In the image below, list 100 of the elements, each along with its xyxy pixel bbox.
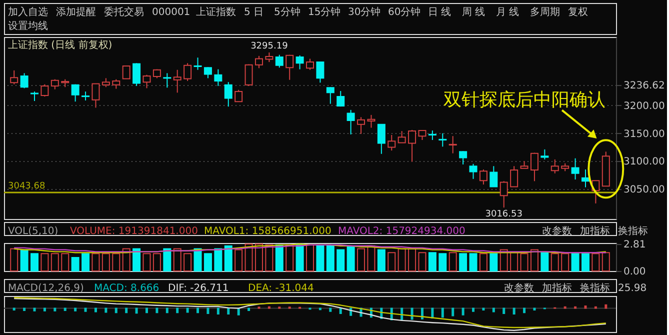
candlestick	[112, 78, 120, 90]
candlestick	[571, 158, 580, 180]
text: 改参数	[542, 225, 572, 237]
bar	[204, 253, 212, 272]
candlestick	[30, 91, 39, 102]
series-label: MAVOL2: 157924934.000	[338, 226, 466, 237]
bar	[92, 253, 100, 272]
text: 改参数	[504, 282, 534, 294]
candlestick	[530, 152, 538, 182]
bar	[459, 253, 468, 272]
candlestick	[71, 84, 80, 102]
candlestick	[316, 60, 324, 84]
candlestick	[459, 150, 468, 165]
bar	[184, 253, 192, 272]
bar	[336, 249, 345, 272]
chart-title: VOL(5,10)	[8, 226, 58, 237]
bar	[581, 253, 590, 272]
candlestick	[163, 72, 172, 88]
bar	[479, 253, 488, 272]
bar	[102, 253, 110, 272]
candlestick	[275, 54, 284, 68]
candlestick	[173, 69, 182, 94]
y-tick-label: 3236.62	[624, 80, 665, 92]
text: 设置均线	[8, 20, 48, 32]
candlestick	[214, 68, 222, 86]
annotation: 双针探底后中阳确认	[443, 90, 606, 111]
text: 换指标	[618, 225, 648, 237]
candlestick	[92, 83, 100, 108]
bar	[214, 248, 222, 272]
bar	[346, 246, 355, 272]
text: 上证指数	[196, 6, 236, 18]
candlestick	[184, 62, 192, 82]
bar	[275, 244, 284, 272]
text: 加入自选	[8, 6, 48, 18]
candlestick	[448, 136, 457, 154]
candlestick	[510, 166, 518, 188]
candlestick	[469, 163, 478, 180]
text: 委托交易	[104, 6, 144, 18]
candlestick	[540, 148, 549, 160]
bar	[550, 253, 559, 272]
candlestick	[40, 84, 49, 98]
bar	[234, 249, 243, 272]
series-label: DIF: -26.711	[168, 283, 229, 294]
candlestick	[377, 124, 386, 154]
text: 加指标	[580, 225, 610, 237]
bar	[490, 253, 498, 272]
annotation: 3295.19	[250, 41, 288, 52]
series-label: VOLUME: 191391841.000	[70, 226, 198, 237]
candlestick	[336, 90, 345, 108]
candlestick	[194, 57, 202, 70]
text: 25.98	[618, 283, 647, 294]
candlestick	[438, 132, 447, 148]
text: 15分钟	[308, 6, 341, 18]
text: 月 线	[496, 6, 520, 18]
bar	[530, 249, 538, 272]
text: 添加提醒	[56, 6, 96, 18]
candlestick	[286, 54, 294, 80]
bar	[30, 253, 39, 272]
bar	[152, 253, 161, 272]
bar	[61, 253, 70, 272]
candlestick	[408, 129, 416, 162]
text: 多周期	[530, 6, 560, 18]
bar	[82, 253, 90, 272]
bar	[326, 245, 334, 272]
text: 换指标	[580, 282, 610, 294]
bar	[40, 253, 49, 272]
candlestick	[326, 86, 334, 104]
bar	[10, 248, 18, 272]
annotation: 3016.53	[485, 210, 522, 220]
candlestick	[244, 64, 253, 86]
bar	[592, 253, 600, 272]
candlestick	[398, 130, 406, 144]
candlestick	[132, 62, 141, 86]
bar	[398, 248, 406, 272]
series-label: MAVOL1: 158566951.000	[204, 226, 332, 237]
y-tick-label: 3200.00	[624, 100, 665, 112]
candlestick	[388, 134, 396, 152]
bar	[438, 253, 447, 272]
text: 周 线	[462, 6, 486, 18]
bar	[520, 253, 528, 272]
chart-title: 上证指数 (日线 前复权)	[8, 39, 112, 51]
bar	[428, 252, 436, 272]
candlestick	[254, 55, 263, 69]
y-tick-label: 3150.00	[624, 128, 665, 140]
candlestick	[500, 180, 508, 208]
candlestick	[50, 78, 59, 90]
text: 5 日	[244, 7, 264, 18]
text: 5分钟	[274, 6, 300, 18]
series-label: MACD: 8.666	[94, 283, 160, 294]
bar	[602, 252, 610, 272]
bar	[286, 244, 294, 272]
chart-title: MACD(12,26,9)	[8, 283, 84, 294]
y-tick-label: 2.81	[624, 239, 646, 250]
candlestick	[265, 52, 274, 63]
candlestick	[418, 130, 426, 140]
candlestick	[204, 66, 212, 79]
bar	[71, 256, 80, 272]
y-tick-label: 3050.00	[624, 184, 665, 196]
bar	[357, 248, 366, 272]
candlestick	[296, 54, 304, 70]
